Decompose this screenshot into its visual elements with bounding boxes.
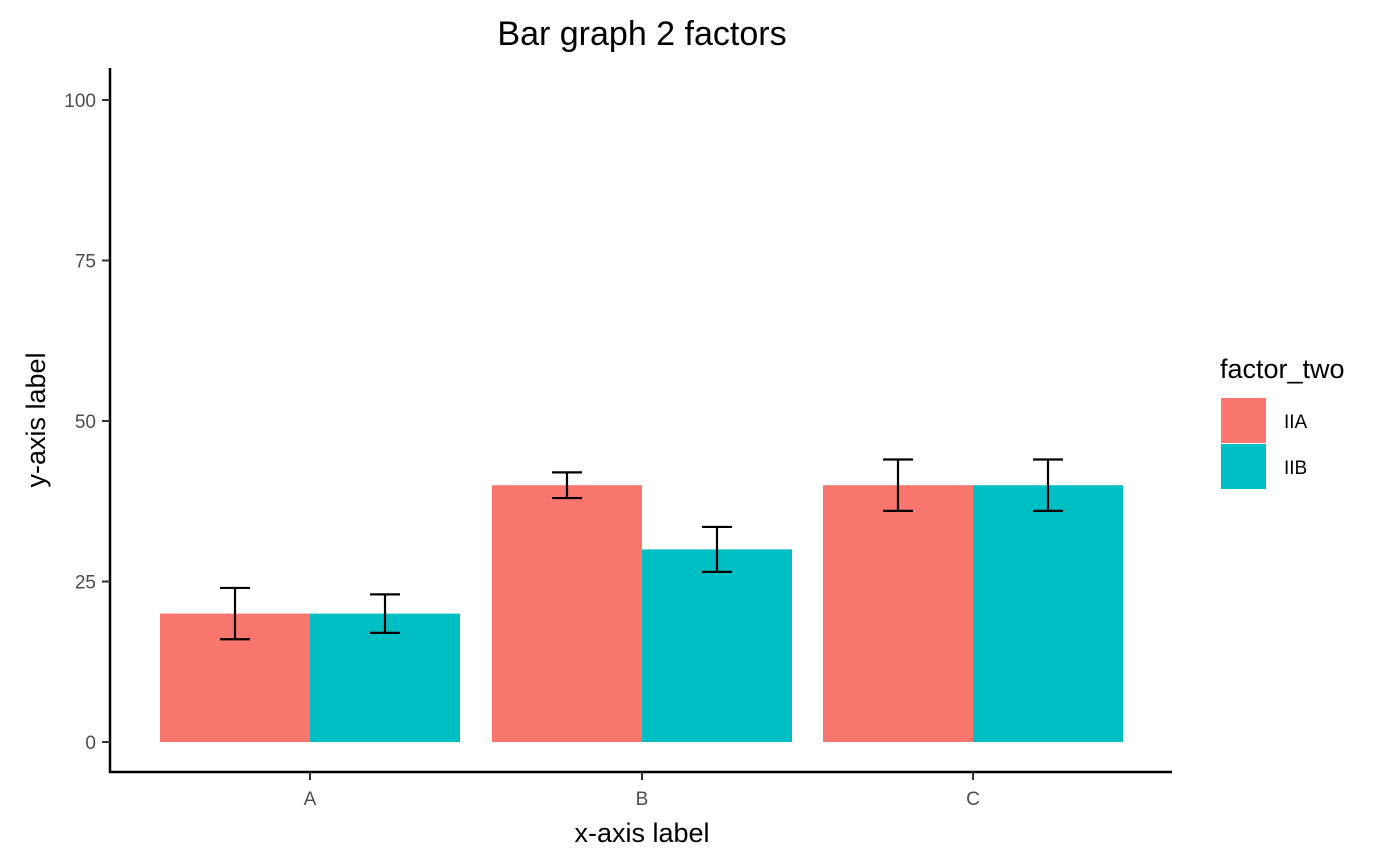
bar-IIB-B: [642, 549, 792, 742]
error-bar-IIA-A: [220, 586, 250, 641]
legend-title: factor_two: [1220, 354, 1345, 384]
x-axis-title: x-axis label: [574, 818, 709, 848]
bar-IIA-B: [492, 485, 642, 742]
y-tick-label: 25: [75, 573, 96, 594]
y-tick-label: 50: [75, 412, 96, 433]
error-bar-IIA-C: [883, 458, 913, 512]
error-bar-IIB-C: [1033, 458, 1063, 512]
y-tick-label: 100: [64, 91, 96, 112]
y-tick-label: 75: [75, 252, 96, 273]
legend-label-IIA: IIA: [1284, 412, 1308, 433]
bar-IIA-C: [823, 485, 973, 742]
x-tick-label: A: [304, 789, 317, 810]
legend: factor_two IIA IIB: [1220, 354, 1345, 489]
error-bar-IIA-B: [552, 471, 582, 500]
y-tick-label: 0: [85, 733, 96, 754]
x-tick-label: B: [636, 789, 649, 810]
bar-IIB-C: [973, 485, 1123, 742]
error-bar-IIB-B: [702, 525, 732, 573]
x-tick-label: C: [966, 789, 980, 810]
chart-title: Bar graph 2 factors: [497, 15, 786, 53]
legend-key-IIA: [1221, 398, 1266, 443]
error-bar-IIB-A: [370, 593, 400, 634]
legend-label-IIB: IIB: [1284, 458, 1307, 479]
y-axis-title: y-axis label: [21, 352, 51, 487]
legend-key-IIB: [1221, 444, 1266, 489]
bar-IIB-A: [310, 613, 460, 742]
plot-area: 0 25 50 75 100 A B C: [64, 68, 1172, 810]
